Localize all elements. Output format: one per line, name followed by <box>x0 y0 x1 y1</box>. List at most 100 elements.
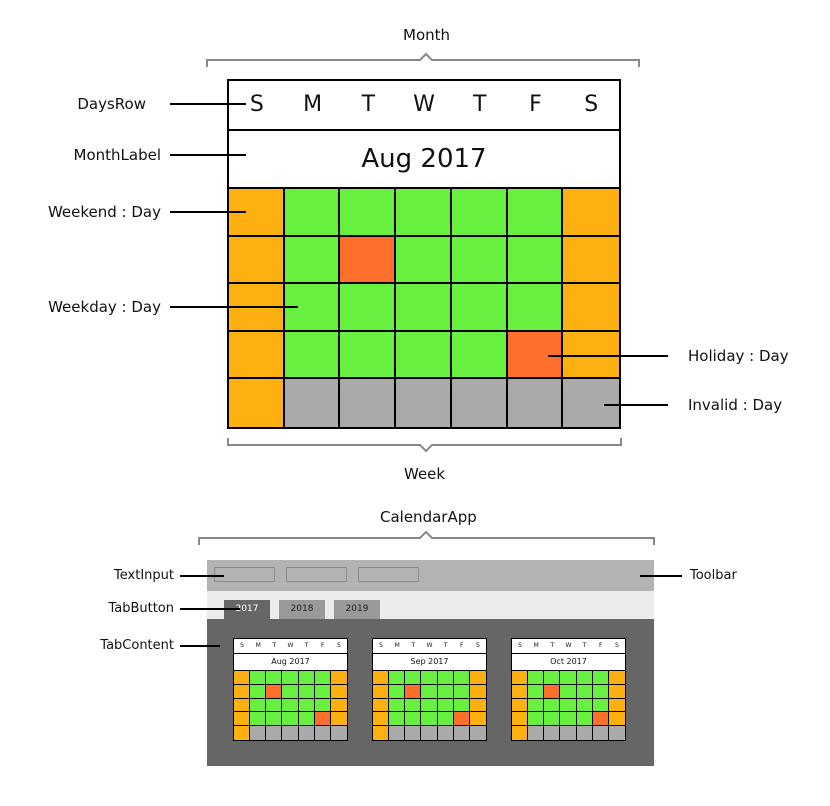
invalid-day-cell <box>314 726 331 740</box>
weekday-day-cell <box>437 712 454 727</box>
weekday-day-cell <box>507 189 564 237</box>
weekday-day-cell <box>421 684 438 699</box>
weekday-day-cell <box>507 284 564 332</box>
weekday-day-cell <box>544 712 561 727</box>
day-header: M <box>303 92 323 117</box>
day-header: W <box>426 642 433 649</box>
callout-line <box>170 211 246 213</box>
text-input[interactable] <box>214 567 275 582</box>
weekday-day-cell <box>453 684 470 699</box>
weekend-day-cell <box>234 671 251 685</box>
weekday-day-cell <box>282 671 299 685</box>
tab-bar: 2017 2018 2019 <box>207 591 654 619</box>
callout-line <box>640 575 682 577</box>
day-header: F <box>529 92 542 117</box>
weekday-day-cell <box>250 698 267 713</box>
weekday-day-cell <box>389 712 406 727</box>
weekday-day-cell <box>560 698 577 713</box>
day-header: M <box>394 642 400 649</box>
month-label: Aug 2017 <box>229 131 619 189</box>
callout-line <box>170 103 246 105</box>
weekend-day-cell <box>373 684 390 699</box>
day-header: T <box>361 92 376 117</box>
weekday-day-cell <box>340 331 397 380</box>
weekday-day-cell <box>250 712 267 727</box>
weekday-day-cell <box>507 236 564 285</box>
weekday-day-cell <box>528 671 545 685</box>
weekday-day-cell <box>405 671 422 685</box>
weekend-day-cell <box>234 698 251 713</box>
invalid-day-cell <box>544 726 561 740</box>
weekday-day-cell <box>396 236 452 285</box>
weekend-day-cell <box>229 236 285 285</box>
weekend-day-cell <box>229 331 285 380</box>
invalid-day-cell <box>421 726 438 740</box>
invalid-day-cell <box>469 726 486 740</box>
tab-button-2017[interactable]: 2017 <box>224 600 270 619</box>
weekday-day-cell <box>405 698 422 713</box>
weekend-day-cell <box>229 379 285 427</box>
weekend-day-cell <box>469 671 486 685</box>
day-header: F <box>460 642 464 649</box>
weekday-day-cell <box>560 684 577 699</box>
weekday-day-cell <box>592 671 609 685</box>
weekend-day-cell <box>234 684 251 699</box>
weekday-day-cell <box>340 189 397 237</box>
weekday-day-cell <box>451 284 508 332</box>
day-header: S <box>518 642 522 649</box>
weekday-day-cell <box>451 236 508 285</box>
mini-month-calendar: S M T W T F S Aug 2017 <box>233 638 348 741</box>
invalid-day-cell <box>405 726 422 740</box>
day-header: S <box>249 92 264 117</box>
day-header: S <box>379 642 383 649</box>
invalid-day-cell <box>560 726 577 740</box>
invalid-day-cell <box>250 726 267 740</box>
weekday-day-cell <box>298 712 315 727</box>
callout-line <box>548 355 668 357</box>
weekday-day-cell <box>453 671 470 685</box>
day-header: S <box>584 92 599 117</box>
invalid-day-cell <box>266 726 283 740</box>
day-header: S <box>240 642 244 649</box>
weekday-day-cell <box>396 331 452 380</box>
weekend-day-cell <box>330 671 347 685</box>
holiday-day-cell <box>592 712 609 727</box>
weekend-day-cell <box>373 712 390 727</box>
text-input[interactable] <box>286 567 347 582</box>
weekday-day-cell <box>453 698 470 713</box>
day-header: T <box>550 642 555 649</box>
callout-line <box>604 404 668 406</box>
weekend-day-cell <box>563 236 619 285</box>
invalid-day-cell <box>592 726 609 740</box>
text-input[interactable] <box>358 567 419 582</box>
callout-tabcontent: TabContent <box>100 638 174 653</box>
tab-button-2018[interactable]: 2018 <box>279 600 325 619</box>
weekday-day-cell <box>340 284 397 332</box>
day-header: T <box>411 642 416 649</box>
weekday-day-cell <box>528 684 545 699</box>
weekday-day-cell <box>421 712 438 727</box>
weekend-day-cell <box>512 671 529 685</box>
callout-line <box>180 608 240 610</box>
weekday-day-cell <box>396 284 452 332</box>
weekend-day-cell <box>330 684 347 699</box>
callout-holiday-day: Holiday : Day <box>688 347 789 365</box>
holiday-day-cell <box>453 712 470 727</box>
weekday-day-cell <box>437 698 454 713</box>
weekday-day-cell <box>389 684 406 699</box>
day-header: W <box>287 642 294 649</box>
day-header: F <box>599 642 603 649</box>
weekend-day-cell <box>373 698 390 713</box>
callout-line <box>170 154 246 156</box>
weekday-day-cell <box>576 698 593 713</box>
weekday-day-cell <box>298 671 315 685</box>
weekend-day-cell <box>373 671 390 685</box>
weekend-day-cell <box>330 698 347 713</box>
weekend-day-cell <box>608 712 625 727</box>
callout-weekday-day: Weekday : Day <box>48 298 161 316</box>
tab-button-2019[interactable]: 2019 <box>334 600 380 619</box>
month-label: Sep 2017 <box>373 654 486 671</box>
